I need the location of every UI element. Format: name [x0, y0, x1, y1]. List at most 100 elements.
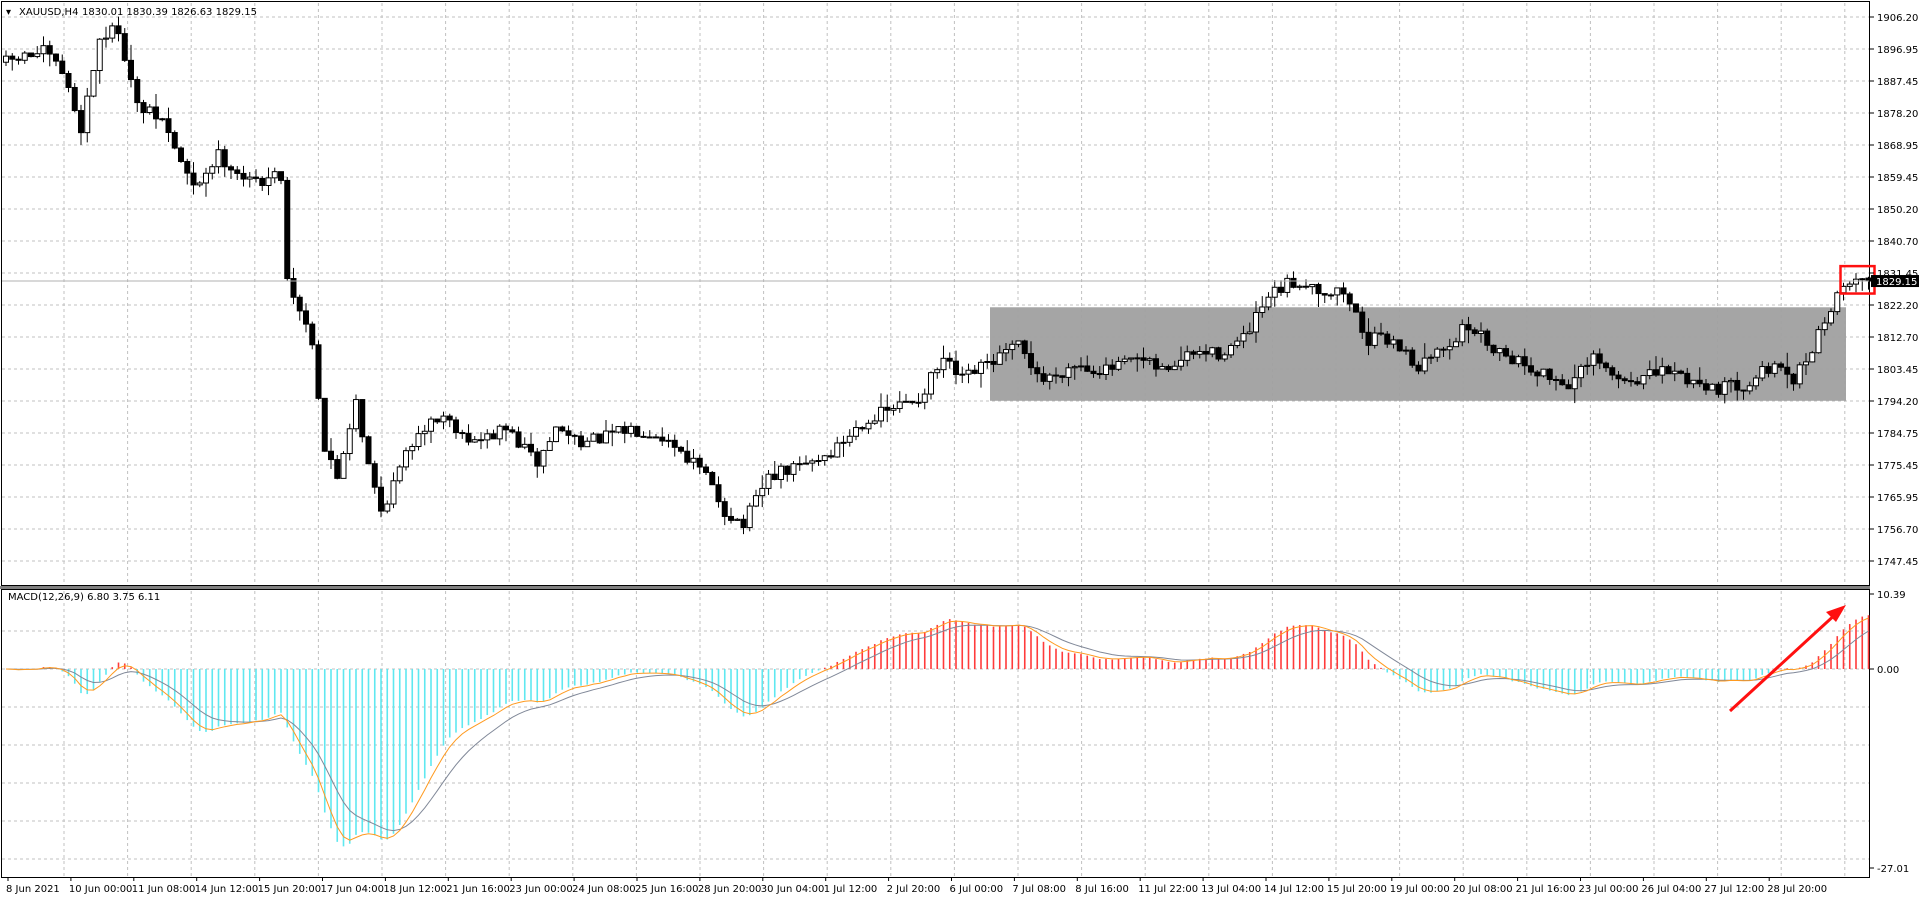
candle-body-bull [471, 439, 478, 443]
candle-body-bear [1521, 356, 1528, 367]
candle-body-bull [1815, 329, 1822, 354]
candle-body-bear [178, 147, 184, 162]
candle-body-bear [1696, 379, 1703, 385]
candle-body-bull [1428, 356, 1434, 359]
candle [390, 472, 397, 509]
candle [34, 46, 41, 59]
candle-body-bull [809, 460, 816, 464]
candle-body-bull [1728, 379, 1734, 383]
candle-body-bull [353, 399, 359, 430]
candle [1734, 371, 1741, 401]
candle-body-bear [59, 60, 66, 75]
price-tick-label: 1868.95 [1877, 141, 1918, 152]
candle [1596, 348, 1603, 370]
candle [3, 50, 9, 67]
candle [1403, 346, 1409, 355]
candle [209, 164, 216, 180]
price-tick-label: 1831.45 [1877, 269, 1918, 280]
candle-body-bear [221, 149, 228, 168]
candle-body-bull [940, 357, 947, 371]
candle-body-bear [1215, 347, 1222, 360]
candle-body-bear [65, 73, 72, 88]
candle-body-bear [290, 278, 297, 298]
price-tick-label: 1747.45 [1877, 557, 1918, 568]
candle-body-bear [1396, 339, 1403, 352]
candle [578, 431, 584, 451]
candle [1653, 356, 1659, 377]
candle [978, 359, 984, 388]
candle [1565, 379, 1572, 390]
candle-body-bull [1009, 343, 1016, 351]
candle-body-bull [878, 406, 884, 422]
candle-body-bull [765, 473, 772, 489]
candle-body-bear [1678, 370, 1684, 374]
candle [1228, 343, 1234, 359]
candle [1771, 360, 1778, 378]
candle [721, 497, 728, 526]
candle [1346, 291, 1353, 312]
candle [796, 456, 803, 471]
candle-body-bear [1559, 379, 1566, 386]
candle [203, 167, 209, 197]
candle-body-bear [1609, 367, 1616, 376]
candle [240, 165, 247, 187]
candle-body-bull [846, 435, 853, 443]
price-tick-label: 1775.45 [1877, 461, 1918, 472]
price-tick-label: 1850.20 [1877, 205, 1918, 216]
candle [1665, 364, 1672, 375]
candle-body-bear [634, 425, 641, 437]
macd-tick-label: 10.39 [1877, 590, 1906, 601]
price-axis[interactable]: 1906.20 1896.95 1887.45 1878.20 1868.95 1859.… [1870, 13, 1919, 568]
candle-body-bear [1096, 373, 1103, 376]
time-axis[interactable]: 8 Jun 2021 10 Jun 00:00 11 Jun 08:00 14 Jun… [6, 877, 1827, 895]
candle [140, 99, 147, 124]
candle-body-bear [184, 160, 191, 174]
candle [815, 454, 822, 466]
candle-body-bull [440, 415, 447, 423]
candle-body-bear [703, 466, 709, 473]
candle [1353, 303, 1359, 313]
candle [28, 52, 34, 58]
candle [1321, 293, 1328, 304]
candle-body-bear [1021, 340, 1028, 355]
candle-body-bull [1065, 367, 1072, 378]
candle-body-bull [1240, 333, 1247, 342]
candle [934, 367, 941, 379]
candle [1603, 361, 1609, 373]
candle [115, 16, 122, 42]
candle-body-bull [815, 460, 822, 463]
candle-body-bear [334, 459, 341, 479]
candle [396, 464, 403, 484]
uptrend-arrow-line[interactable] [1728, 610, 1840, 713]
dropdown-icon[interactable]: ▾ [6, 7, 11, 18]
candle-body-bear [1784, 366, 1791, 375]
candle [1796, 362, 1803, 389]
candle [440, 411, 447, 430]
candle-body-bear [565, 430, 572, 436]
candle [746, 502, 753, 532]
candle-body-bull [553, 426, 559, 443]
candle [346, 423, 353, 461]
candle-body-bear [1684, 372, 1691, 385]
candle-body-bull [540, 449, 547, 467]
candle-body-bear [1315, 283, 1322, 295]
price-tick-label: 1822.20 [1877, 301, 1918, 312]
candle-body-bear [190, 172, 197, 186]
candle-body-bear [946, 357, 953, 362]
candle [546, 437, 553, 451]
candle [46, 40, 53, 67]
candle [1690, 379, 1697, 389]
candle [1134, 353, 1141, 372]
candle [296, 294, 303, 321]
time-tick-label: 19 Jul 00:00 [1390, 884, 1450, 895]
candle-body-bull [965, 369, 972, 375]
candle-body-bear [1621, 378, 1628, 382]
candle [1234, 336, 1241, 349]
candle [1053, 367, 1059, 384]
candle [403, 447, 409, 471]
candle-body-bear [1484, 330, 1491, 346]
candle-body-bull [834, 442, 841, 458]
candle-body-bull [934, 369, 941, 374]
signal-line [5, 624, 1869, 832]
